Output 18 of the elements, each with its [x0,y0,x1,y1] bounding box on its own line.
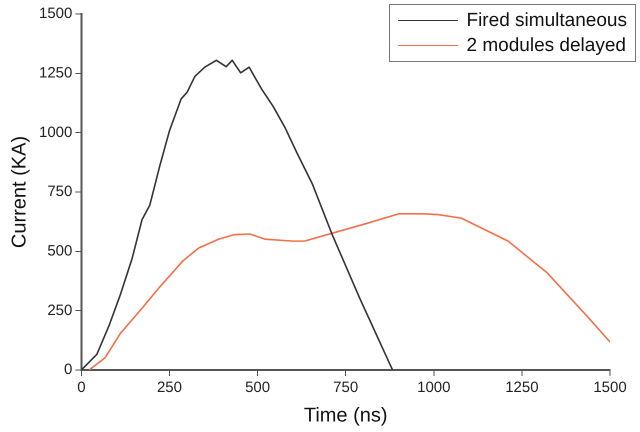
y-tick-label: 1000 [38,124,72,141]
x-tick-label: 1500 [593,379,627,396]
y-tick-label: 500 [47,242,72,260]
x-tick-label: 500 [245,379,270,396]
x-axis-title: Time (ns) [304,404,388,427]
x-tick-label: 0 [77,379,86,396]
x-tick-label: 250 [156,379,182,396]
y-tick-label: 0 [64,361,72,378]
y-tick-label: 250 [47,302,72,319]
x-tick-label: 750 [333,379,358,396]
legend-label: Fired simultaneous [466,9,627,33]
x-tick-label: 1250 [505,379,539,396]
y-tick-label: 1250 [38,64,72,82]
y-tick-label: 1500 [38,5,72,22]
x-tick-label: 1000 [417,379,450,396]
y-axis-title: Current (KA) [8,136,31,248]
y-tick-label: 750 [47,183,72,200]
legend-label: 2 modules delayed [466,34,626,58]
